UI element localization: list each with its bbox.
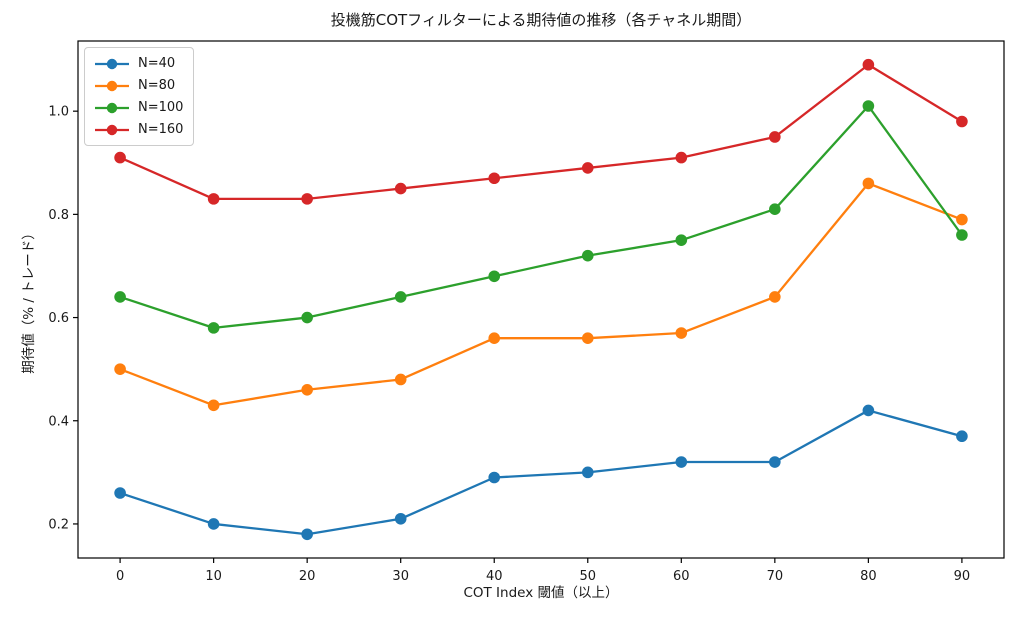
y-tick-label: 0.2 (48, 517, 69, 532)
data-point-N=80-x50 (581, 332, 594, 344)
x-tick-label: 90 (954, 569, 971, 584)
x-tick-label: 40 (486, 569, 503, 584)
data-point-N=40-x10 (207, 518, 220, 530)
y-tick-label: 1.0 (48, 105, 69, 120)
legend-marker-icon (95, 102, 129, 113)
axes-frame (77, 40, 1005, 559)
data-point-N=160-x40 (488, 172, 501, 185)
data-point-N=40-x40 (488, 471, 501, 484)
data-point-N=160-x70 (769, 131, 781, 143)
x-tick-label: 0 (116, 569, 124, 584)
legend-item-N=80: N=80 (94, 77, 183, 94)
legend-label: N=100 (138, 100, 184, 115)
legend-item-N=160: N=160 (94, 121, 183, 138)
chart-title: 投機筋COTフィルターによる期待値の推移（各チャネル期間） (330, 11, 752, 29)
data-point-N=100-x70 (769, 203, 781, 216)
data-point-N=40-x80 (862, 404, 875, 417)
data-point-N=40-x60 (675, 456, 688, 468)
data-point-N=160-x90 (956, 115, 968, 128)
data-point-N=80-x70 (769, 291, 781, 303)
x-axis-label: COT Index 閾値（以上） (463, 585, 619, 601)
legend-marker-icon (95, 124, 129, 135)
data-point-N=40-x70 (769, 456, 781, 468)
data-point-N=160-x0 (114, 151, 126, 164)
y-tick-label: 0.8 (48, 208, 69, 223)
data-point-N=100-x60 (675, 234, 688, 246)
data-point-N=160-x20 (301, 193, 313, 205)
legend-marker-icon (95, 58, 129, 69)
legend: N=40 N=80 N=100 N=160 (84, 47, 195, 146)
data-point-N=160-x30 (394, 182, 407, 195)
x-tick-label: 30 (392, 569, 409, 584)
x-tick-label: 70 (767, 569, 784, 584)
y-tick-label: 0.4 (48, 414, 69, 429)
x-tick-label: 60 (673, 569, 690, 584)
series-line-N=160 (119, 63, 963, 201)
legend-label: N=80 (138, 78, 176, 93)
data-point-N=40-x0 (114, 487, 126, 499)
data-point-N=100-x0 (114, 291, 126, 303)
data-point-N=80-x30 (394, 373, 407, 386)
data-point-N=80-x40 (488, 332, 501, 344)
data-point-N=160-x80 (862, 58, 875, 71)
data-point-N=100-x10 (207, 322, 220, 334)
data-point-N=80-x90 (956, 213, 968, 226)
data-point-N=100-x20 (301, 311, 313, 324)
data-point-N=40-x90 (956, 430, 968, 443)
series-line-N=40 (119, 409, 963, 536)
x-tick-label: 80 (860, 569, 877, 584)
series-line-N=80 (119, 182, 963, 407)
legend-item-N=40: N=40 (94, 55, 183, 72)
data-point-N=160-x10 (207, 193, 220, 205)
legend-label: N=40 (138, 56, 176, 71)
data-point-N=80-x80 (862, 177, 875, 190)
data-point-N=160-x50 (581, 162, 594, 174)
y-axis-label: 期待値（% / トレード） (21, 226, 37, 374)
data-point-N=40-x30 (394, 512, 407, 525)
data-point-N=100-x90 (956, 229, 968, 241)
data-point-N=80-x20 (301, 383, 313, 396)
x-tick-label: 50 (579, 569, 596, 584)
data-point-N=40-x20 (301, 528, 313, 541)
y-tick-label: 0.6 (48, 311, 69, 326)
data-point-N=100-x50 (581, 249, 594, 262)
data-point-N=100-x30 (394, 291, 407, 303)
data-point-N=160-x60 (675, 151, 688, 164)
x-tick-label: 10 (205, 569, 222, 584)
legend-label: N=160 (138, 122, 184, 137)
data-point-N=40-x50 (581, 466, 594, 479)
x-tick-label: 20 (299, 569, 316, 584)
legend-marker-icon (95, 80, 129, 91)
data-point-N=80-x0 (114, 363, 126, 375)
legend-item-N=100: N=100 (94, 99, 183, 116)
data-point-N=80-x60 (675, 327, 688, 339)
series-line-N=100 (119, 104, 963, 330)
data-point-N=80-x10 (207, 399, 220, 412)
data-point-N=100-x40 (488, 270, 501, 283)
data-point-N=100-x80 (862, 100, 875, 112)
